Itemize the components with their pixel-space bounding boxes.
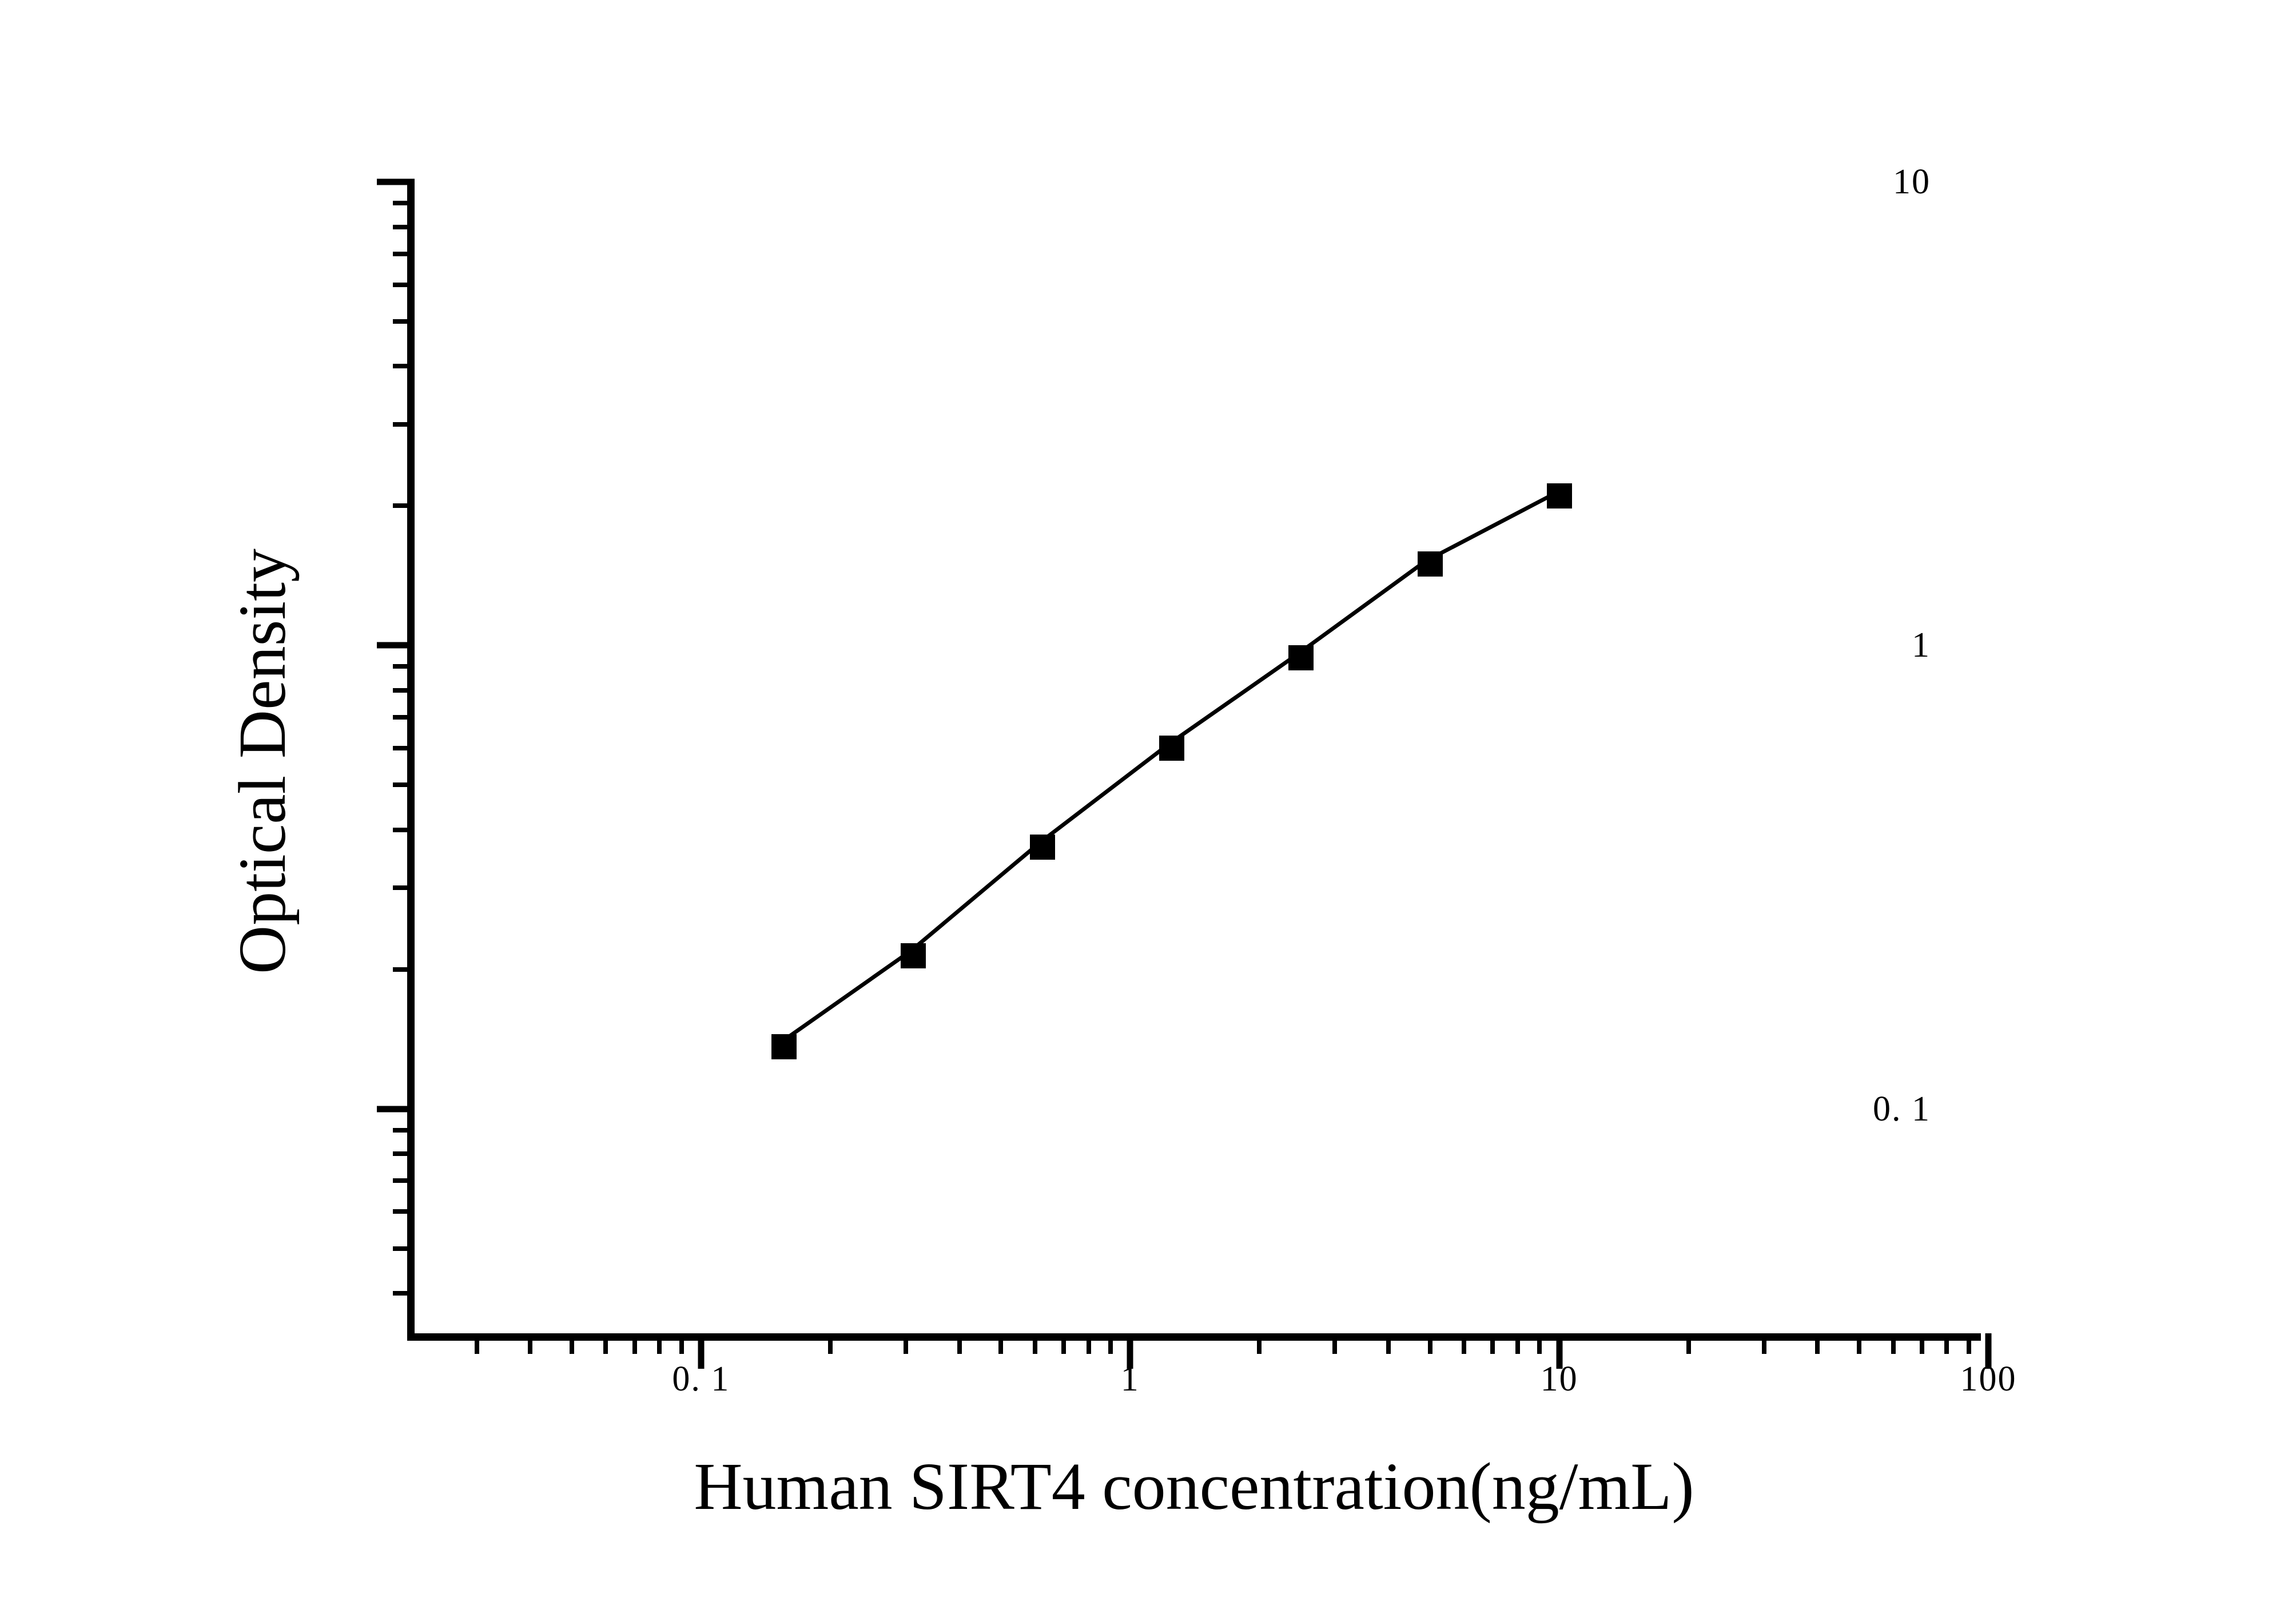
y-axis-minor-tick <box>393 688 415 693</box>
y-axis-minor-tick <box>393 422 415 427</box>
x-axis-minor-tick <box>679 1333 684 1354</box>
x-axis-minor-tick <box>1919 1333 1924 1354</box>
x-axis-minor-tick <box>1490 1333 1495 1354</box>
x-axis-minor-tick <box>1462 1333 1467 1354</box>
x-axis-tick-label: 10 <box>1540 1360 1578 1399</box>
y-axis-minor-tick <box>393 746 415 751</box>
y-axis-minor-tick <box>393 1209 415 1214</box>
x-axis-minor-tick <box>1086 1333 1091 1354</box>
x-axis-minor-tick <box>1427 1333 1432 1354</box>
x-axis-minor-tick <box>603 1333 608 1354</box>
x-axis-tick-label: 0. 1 <box>672 1360 730 1399</box>
y-axis-tick-label: 1 <box>1912 626 1931 665</box>
x-axis-minor-tick <box>957 1333 962 1354</box>
y-axis-minor-tick <box>393 1127 415 1133</box>
y-axis-minor-tick <box>393 1178 415 1183</box>
x-axis-minor-tick <box>903 1333 908 1354</box>
x-axis-minor-tick <box>1761 1333 1766 1354</box>
x-axis-minor-tick <box>1966 1333 1971 1354</box>
x-axis-tick-label: 100 <box>1960 1360 2017 1399</box>
y-axis-minor-tick <box>393 714 415 720</box>
x-axis-major-tick <box>1127 1333 1133 1369</box>
x-axis-minor-tick <box>1944 1333 1949 1354</box>
y-axis-minor-tick <box>393 319 415 324</box>
y-axis-minor-tick <box>393 1246 415 1251</box>
y-axis-major-tick <box>377 642 415 649</box>
y-axis-major-tick <box>377 1106 415 1113</box>
x-axis-title: Human SIRT4 concentration(ng/mL) <box>694 1449 1694 1524</box>
plot-frame: 10 1 0. 1 0. 1 1 10 100 <box>377 164 2016 1397</box>
y-axis-minor-tick <box>393 224 415 229</box>
x-axis-major-tick <box>1985 1333 1992 1369</box>
x-axis-minor-tick <box>632 1333 637 1354</box>
y-axis-minor-tick <box>393 885 415 890</box>
x-axis-minor-tick <box>827 1333 833 1354</box>
x-axis-minor-tick <box>570 1333 575 1354</box>
x-axis-minor-tick <box>998 1333 1004 1354</box>
y-axis-minor-tick <box>393 1291 415 1296</box>
y-axis-minor-tick <box>393 782 415 788</box>
x-axis-minor-tick <box>1686 1333 1691 1354</box>
plot-area: 10 1 0. 1 0. 1 1 10 100 <box>377 164 2016 1397</box>
x-axis-minor-tick <box>1061 1333 1067 1354</box>
x-axis-minor-tick <box>1857 1333 1862 1354</box>
x-axis-minor-tick <box>1537 1333 1542 1354</box>
y-axis-tick-label: 0. 1 <box>1873 1089 1931 1129</box>
y-axis-major-tick <box>377 178 415 185</box>
y-axis-minor-tick <box>393 251 415 256</box>
x-axis-major-tick <box>698 1333 705 1369</box>
y-axis-title: Optical Density <box>225 549 300 974</box>
y-axis-minor-tick <box>393 967 415 972</box>
x-axis-tick-label: 1 <box>1120 1360 1140 1399</box>
x-axis-minor-tick <box>1257 1333 1262 1354</box>
y-axis-minor-tick <box>393 827 415 832</box>
y-axis-minor-tick <box>393 282 415 287</box>
y-axis-minor-tick <box>393 664 415 669</box>
x-axis-minor-tick <box>474 1333 479 1354</box>
x-axis-minor-tick <box>1891 1333 1896 1354</box>
x-axis-minor-tick <box>1332 1333 1338 1354</box>
x-axis-minor-tick <box>1032 1333 1037 1354</box>
x-axis-major-tick <box>1556 1333 1563 1369</box>
y-axis-minor-tick <box>393 364 415 369</box>
x-axis-minor-tick <box>657 1333 662 1354</box>
x-axis-minor-tick <box>528 1333 533 1354</box>
x-axis-minor-tick <box>1108 1333 1113 1354</box>
x-axis-minor-tick <box>1815 1333 1820 1354</box>
y-axis-tick-label: 10 <box>1893 162 1931 201</box>
y-axis-minor-tick <box>393 201 415 206</box>
y-axis-minor-tick <box>393 1151 415 1157</box>
x-axis-minor-tick <box>1386 1333 1391 1354</box>
x-axis-minor-tick <box>1515 1333 1520 1354</box>
y-axis-minor-tick <box>393 503 415 508</box>
